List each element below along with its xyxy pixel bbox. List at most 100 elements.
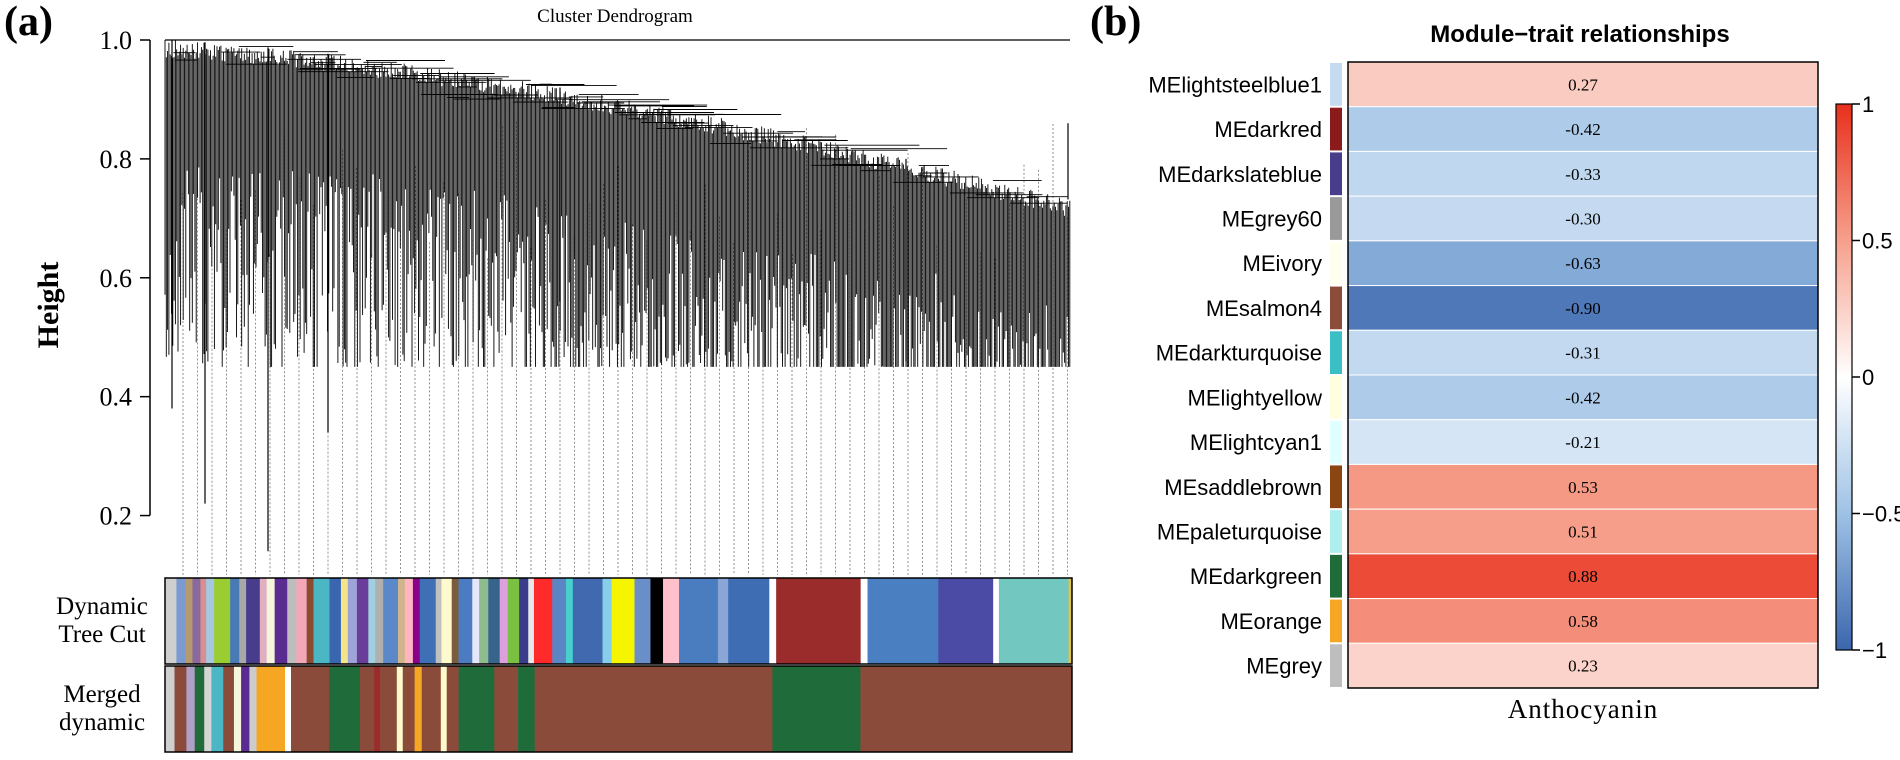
- module-name-label: MElightcyan1: [1190, 430, 1322, 455]
- module-color-segment: [206, 578, 215, 664]
- module-color-segment: [194, 666, 205, 752]
- heatmap-cell-label: 0.53: [1568, 478, 1598, 497]
- module-color-segment: [402, 666, 415, 752]
- heatmap-cell-label: 0.23: [1568, 657, 1598, 676]
- module-color-swatch: [1330, 465, 1342, 509]
- dendrogram-y-axis-label: Height: [32, 262, 65, 349]
- module-color-segment: [993, 578, 1000, 664]
- module-color-segment: [374, 666, 381, 752]
- module-color-segment: [274, 578, 288, 664]
- module-color-segment: [396, 666, 404, 752]
- module-color-segment: [200, 578, 207, 664]
- module-name-label: MEsalmon4: [1206, 296, 1322, 321]
- color-row-label: Dynamic: [56, 593, 148, 620]
- module-color-segment: [256, 666, 286, 752]
- module-color-segment: [239, 578, 247, 664]
- module-color-swatch: [1330, 644, 1342, 687]
- module-color-segment: [717, 578, 729, 664]
- module-name-label: MElightyellow: [1188, 385, 1323, 410]
- heatmap-cell: [1347, 150, 1819, 197]
- module-color-segment: [412, 578, 421, 664]
- module-color-segment: [241, 666, 250, 752]
- module-color-segment: [552, 578, 567, 664]
- module-name-label: MEdarkgreen: [1190, 564, 1322, 589]
- dendrogram-title: Cluster Dendrogram: [537, 6, 693, 27]
- module-color-swatch: [1330, 599, 1342, 643]
- heatmap-border: [1347, 61, 1819, 689]
- module-color-segment: [356, 578, 369, 664]
- module-color-segment: [867, 578, 939, 664]
- heatmap-rows: 0.27 MElightsteelblue1 -0.42 MEdarkred -0.33…: [1148, 61, 1819, 689]
- y-tick-label: 0.4: [100, 383, 133, 412]
- heatmap-cell-label: -0.31: [1565, 344, 1600, 363]
- module-color-segment: [611, 578, 635, 664]
- colorbar-tick-label: 0: [1862, 365, 1874, 390]
- color-row-border: [164, 577, 1073, 665]
- module-color-segment: [186, 666, 196, 752]
- module-color-segment: [176, 578, 186, 664]
- module-color-segment: [380, 666, 398, 752]
- y-tick-label: 0.6: [100, 264, 133, 293]
- module-color-segment: [347, 578, 358, 664]
- module-color-segment: [230, 578, 240, 664]
- module-color-segment: [383, 578, 399, 664]
- heatmap-cell-label: 0.27: [1568, 75, 1598, 94]
- colorbar-tick-label: 1: [1862, 92, 1874, 117]
- heatmap-cell-label: -0.42: [1565, 120, 1600, 139]
- module-color-segment: [192, 578, 201, 664]
- module-color-segment: [769, 578, 777, 664]
- y-tick-label: 1.0: [100, 26, 133, 55]
- module-color-segment: [287, 578, 297, 664]
- heatmap-cell-label: -0.30: [1565, 210, 1600, 229]
- module-color-segment: [421, 666, 442, 752]
- module-color-swatch: [1330, 286, 1342, 330]
- module-color-segment: [375, 578, 384, 664]
- module-color-swatch: [1330, 107, 1342, 151]
- module-color-segment: [533, 578, 553, 664]
- module-color-segment: [204, 666, 212, 752]
- color-row-label: Tree Cut: [58, 621, 145, 648]
- module-color-segment: [650, 578, 664, 664]
- module-color-segment: [306, 578, 314, 664]
- dendrogram-tree: [164, 39, 1071, 552]
- dendrogram-y-axis: 0.2 0.4 0.6 0.8 1.0: [100, 26, 151, 531]
- module-color-swatch: [1330, 376, 1342, 419]
- module-color-segment: [938, 578, 994, 664]
- heatmap-cell-label: -0.33: [1565, 165, 1600, 184]
- module-color-segment: [214, 578, 231, 664]
- module-color-segment: [663, 578, 680, 664]
- module-color-segment: [634, 578, 651, 664]
- module-color-segment: [419, 578, 437, 664]
- heatmap-cell: [1347, 463, 1819, 510]
- module-color-swatch: [1330, 420, 1342, 464]
- module-color-segment: [291, 666, 330, 752]
- color-row-border: [164, 665, 1073, 753]
- module-color-segment: [507, 578, 520, 664]
- module-name-label: MEorange: [1220, 609, 1322, 634]
- module-color-segment: [329, 578, 342, 664]
- module-color-segment: [435, 578, 442, 664]
- module-color-segment: [519, 578, 529, 664]
- heatmap-cell-label: 0.88: [1568, 567, 1598, 586]
- heatmap-cell-label: 0.58: [1568, 612, 1598, 631]
- module-color-swatch: [1330, 152, 1342, 196]
- module-color-segment: [499, 578, 508, 664]
- heatmap-x-axis-label: Anthocyanin: [1508, 694, 1658, 724]
- module-color-segment: [479, 578, 489, 664]
- heatmap-cell-label: -0.21: [1565, 433, 1600, 452]
- module-color-swatch: [1330, 63, 1342, 106]
- module-color-segment: [441, 578, 453, 664]
- module-color-segment: [329, 666, 361, 752]
- heatmap-cell: [1347, 329, 1819, 376]
- module-color-segment: [446, 666, 459, 752]
- module-color-segment: [404, 578, 414, 664]
- module-color-segment: [458, 666, 495, 752]
- heatmap-title: Module−trait relationships: [1430, 21, 1729, 48]
- module-name-label: MEivory: [1243, 251, 1322, 276]
- module-name-label: MEdarkred: [1214, 117, 1322, 142]
- module-color-segment: [772, 666, 861, 752]
- module-color-segment: [440, 666, 448, 752]
- module-color-segment: [472, 578, 480, 664]
- color-row-label: Merged: [63, 681, 141, 708]
